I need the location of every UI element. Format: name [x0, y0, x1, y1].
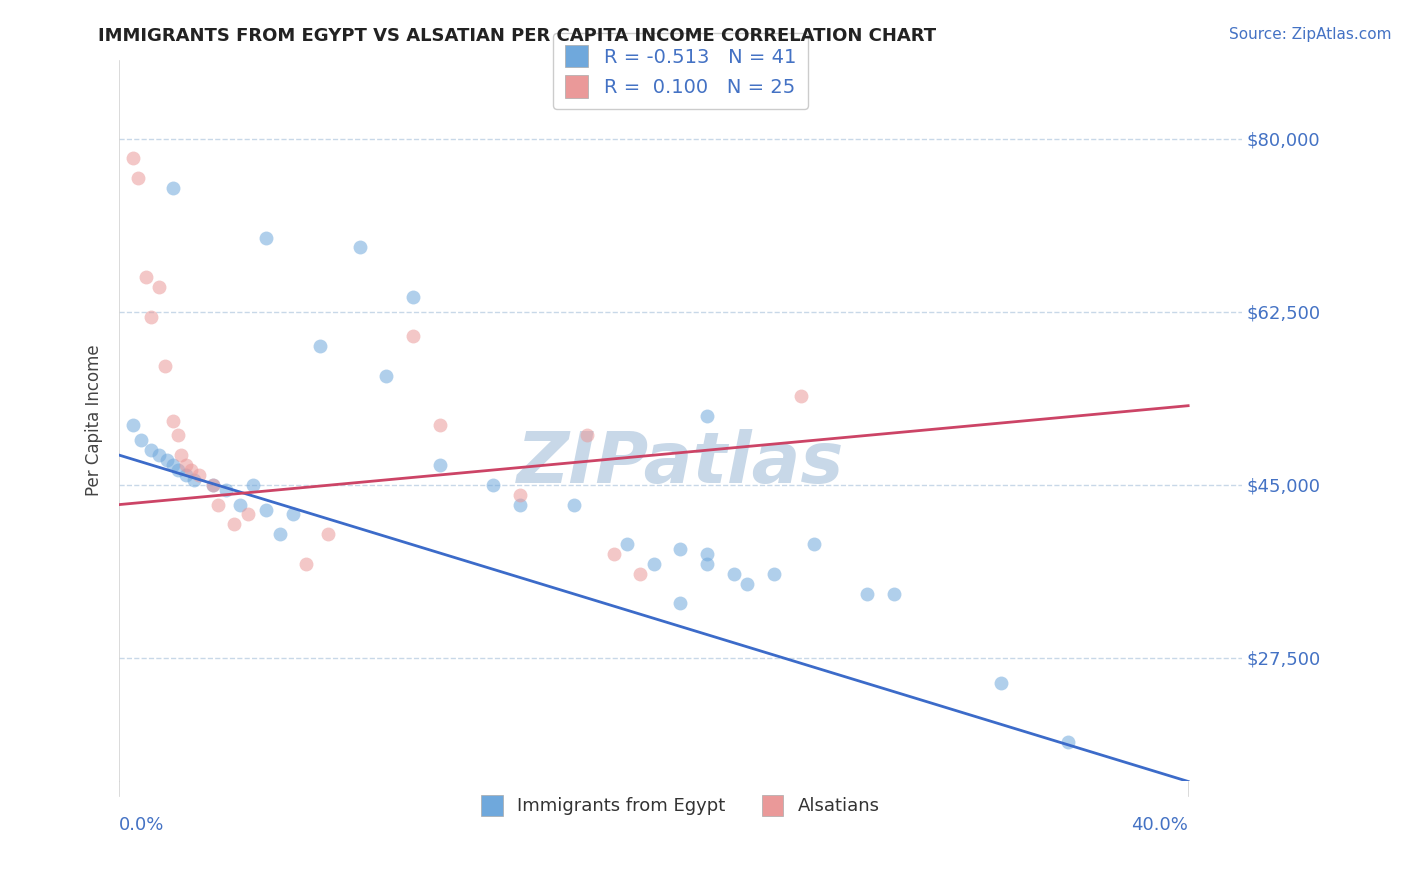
- Point: [224, 517, 246, 532]
- Point: [575, 428, 598, 442]
- Point: [723, 566, 745, 581]
- Point: [156, 453, 179, 467]
- Point: [201, 478, 224, 492]
- Point: [121, 418, 143, 433]
- Point: [856, 586, 879, 600]
- Point: [153, 359, 176, 373]
- Point: [669, 542, 692, 557]
- Point: [188, 467, 211, 482]
- Point: [148, 280, 170, 294]
- Point: [696, 557, 718, 571]
- Point: [162, 181, 184, 195]
- Point: [167, 463, 190, 477]
- Point: [562, 498, 585, 512]
- Point: [482, 478, 505, 492]
- Point: [281, 508, 304, 522]
- Text: IMMIGRANTS FROM EGYPT VS ALSATIAN PER CAPITA INCOME CORRELATION CHART: IMMIGRANTS FROM EGYPT VS ALSATIAN PER CA…: [98, 27, 936, 45]
- Point: [789, 389, 811, 403]
- Point: [429, 418, 451, 433]
- Point: [628, 566, 651, 581]
- Point: [141, 310, 163, 324]
- Point: [141, 443, 163, 458]
- Point: [1057, 735, 1080, 749]
- Point: [402, 329, 425, 343]
- Point: [148, 448, 170, 462]
- Point: [242, 478, 264, 492]
- Point: [228, 498, 250, 512]
- Point: [162, 458, 184, 472]
- Point: [295, 557, 318, 571]
- Point: [170, 448, 193, 462]
- Point: [883, 586, 905, 600]
- Point: [129, 434, 152, 448]
- Point: [308, 339, 330, 353]
- Point: [696, 409, 718, 423]
- Y-axis label: Per Capita Income: Per Capita Income: [86, 344, 103, 496]
- Point: [990, 675, 1012, 690]
- Text: 40.0%: 40.0%: [1132, 816, 1188, 834]
- Text: 0.0%: 0.0%: [120, 816, 165, 834]
- Point: [643, 557, 665, 571]
- Point: [135, 270, 157, 285]
- Point: [183, 473, 205, 487]
- Point: [207, 498, 229, 512]
- Point: [174, 458, 197, 472]
- Point: [402, 290, 425, 304]
- Point: [162, 413, 184, 427]
- Point: [803, 537, 825, 551]
- Point: [201, 478, 224, 492]
- Point: [429, 458, 451, 472]
- Legend: Immigrants from Egypt, Alsatians: Immigrants from Egypt, Alsatians: [474, 788, 887, 823]
- Point: [509, 498, 531, 512]
- Point: [316, 527, 339, 541]
- Point: [180, 463, 202, 477]
- Point: [174, 467, 197, 482]
- Point: [254, 230, 277, 244]
- Point: [167, 428, 190, 442]
- Point: [375, 369, 398, 384]
- Point: [127, 171, 149, 186]
- Point: [696, 547, 718, 561]
- Point: [509, 488, 531, 502]
- Point: [735, 576, 758, 591]
- Point: [236, 508, 259, 522]
- Point: [349, 240, 371, 254]
- Point: [616, 537, 638, 551]
- Text: Source: ZipAtlas.com: Source: ZipAtlas.com: [1229, 27, 1392, 42]
- Point: [669, 597, 692, 611]
- Point: [254, 502, 277, 516]
- Point: [762, 566, 785, 581]
- Point: [121, 152, 143, 166]
- Point: [602, 547, 624, 561]
- Point: [269, 527, 291, 541]
- Text: ZIPatlas: ZIPatlas: [517, 429, 844, 499]
- Point: [215, 483, 238, 497]
